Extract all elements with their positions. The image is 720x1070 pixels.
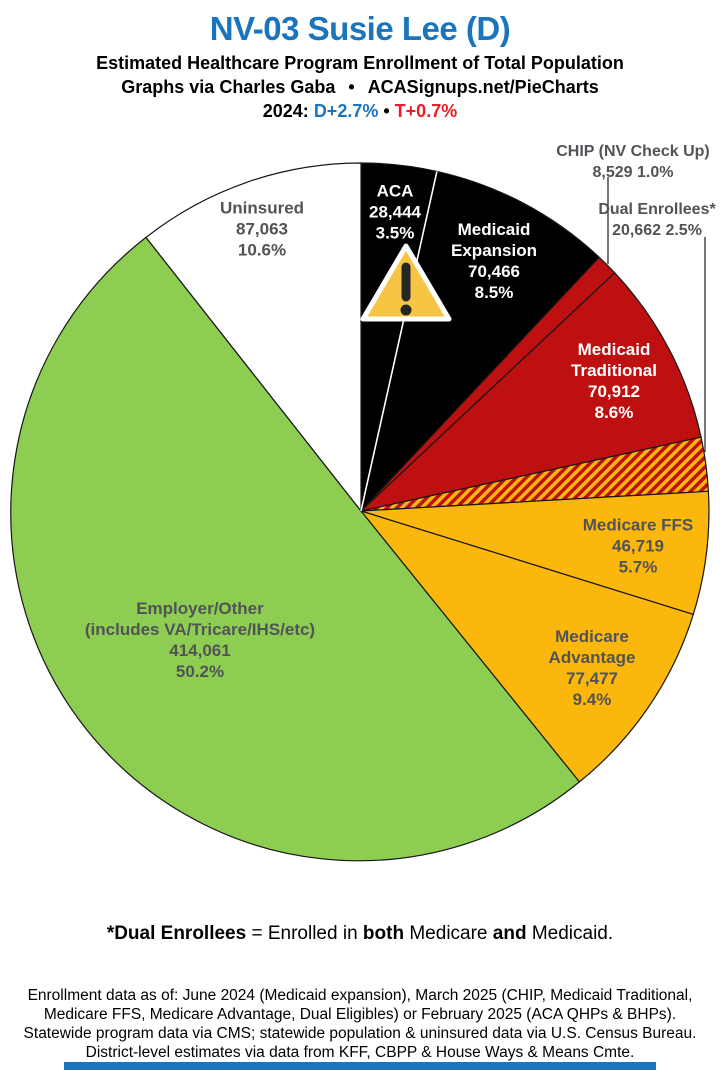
label-uninsured: Uninsured 87,063 10.6% [219,198,305,260]
label-medicaid-expansion: Medicaid Expansion 70,466 8.5% [451,220,537,302]
credit-left: Graphs via Charles Gaba [121,77,336,97]
pie-slices [10,162,710,862]
credit-line: Graphs via Charles Gaba • ACASignups.net/P… [0,77,720,98]
label-medicare-advantage: Medicare Advantage 77,477 9.4% [548,627,636,709]
label-employer-other: Employer/Other (includes VA/Tricare/IHS/e… [84,599,316,681]
pie-overlay [360,177,706,452]
warning-icon [360,243,452,322]
aca-expansion-separator [360,171,438,512]
pie-chart [10,162,710,862]
dual-enrollees-footnote: *Dual Enrollees = Enrolled in both Medic… [106,923,614,944]
pie-slice-medicare-ffs [360,490,710,615]
label-medicare-ffs: Medicare FFS 46,719 5.7% [582,515,694,577]
label-medicaid-traditional: Medicaid Traditional 70,912 8.6% [571,340,657,422]
page-title: NV-03 Susie Lee (D) [209,10,511,47]
pie-slice-medicaid-traditional [360,272,702,512]
pie-slice-medicaid-expansion [360,170,600,512]
data-sources-note: Enrollment data as of: June 2024 (Medica… [23,987,697,1061]
pie-slice-medicare-advantage [360,510,694,783]
pie-slice-uninsured [145,162,362,512]
label-chip: CHIP (NV Check Up) 8,529 1.0% [556,143,710,181]
label-aca: ACA 28,444 3.5% [369,181,421,243]
credit-right: ACASignups.net/PieCharts [367,77,599,97]
label-dual-enrollees: Dual Enrollees* 20,662 2.5% [598,201,716,239]
subtitle: Estimated Healthcare Program Enrollment … [96,53,624,73]
partisan-lean-line: 2024: D+2.7% • T+0.7% [262,101,458,121]
pie-slice-employer-other [10,236,580,862]
bottom-accent-bar [64,1062,656,1070]
bullet-icon: • [348,77,355,97]
